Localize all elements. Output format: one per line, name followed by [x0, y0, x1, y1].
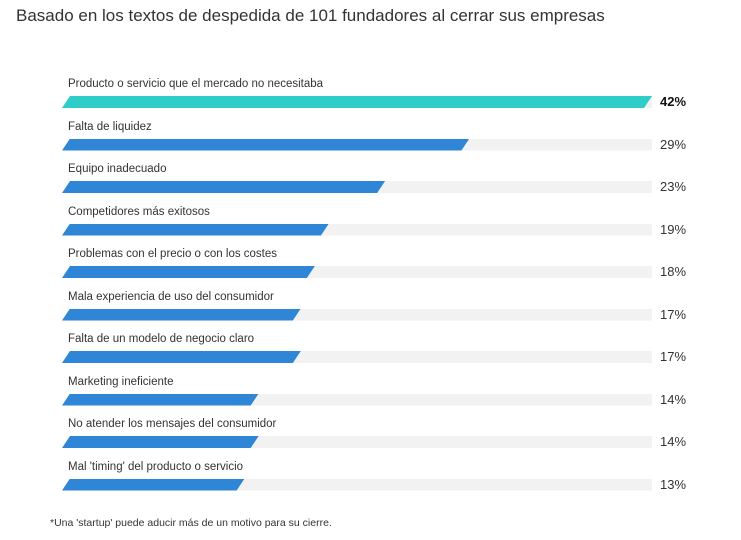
value-label: 42% [660, 94, 687, 109]
footnote: *Una 'startup' puede aducir más de un mo… [50, 517, 332, 529]
category-label: No atender los mensajes del consumidor [68, 418, 277, 430]
bar-row: No atender los mensajes del consumidor 14… [0, 418, 741, 460]
bar [62, 394, 259, 406]
category-label: Falta de liquidez [68, 120, 152, 133]
value-label: 19% [660, 221, 687, 237]
bar-row: Problemas con el precio o con los costes… [0, 248, 741, 290]
value-label: 23% [660, 179, 687, 194]
bar [62, 181, 385, 193]
category-label: Mal 'timing' del producto o servicio [68, 460, 244, 473]
bar [62, 309, 301, 321]
chart-subtitle: Basado en los textos de despedida de 101… [16, 6, 605, 25]
bar-row: Mal 'timing' del producto o servicio 13% [0, 461, 741, 503]
bar [62, 351, 301, 363]
bar-row: Competidores más exitosos 19% [0, 206, 741, 248]
bar [62, 479, 245, 491]
category-label: Problemas con el precio o con los costes [68, 248, 278, 260]
category-label: Producto o servicio que el mercado no ne… [68, 78, 324, 90]
bar-row: Producto o servicio que el mercado no ne… [0, 78, 741, 120]
category-label: Falta de un modelo de negocio claro [68, 333, 255, 345]
category-label: Marketing ineficiente [68, 375, 174, 388]
bar [62, 139, 469, 151]
bar-row: Falta de un modelo de negocio claro 17% [0, 333, 741, 375]
value-label: 14% [660, 434, 687, 449]
category-label: Mala experiencia de uso del consumidor [68, 290, 274, 303]
bar-row: Mala experiencia de uso del consumidor 17… [0, 291, 741, 333]
bar [62, 224, 329, 236]
value-label: 17% [660, 349, 687, 364]
bar [62, 436, 259, 448]
category-label: Equipo inadecuado [68, 163, 167, 175]
value-label: 13% [660, 476, 687, 492]
value-label: 14% [660, 391, 687, 407]
bar [62, 96, 652, 108]
value-label: 18% [660, 264, 687, 279]
bar-row: Falta de liquidez 29% [0, 121, 741, 163]
bar-row: Equipo inadecuado 23% [0, 163, 741, 205]
value-label: 29% [660, 136, 687, 152]
value-label: 17% [660, 306, 687, 322]
bar [62, 266, 315, 278]
bar-row: Marketing ineficiente 14% [0, 376, 741, 418]
category-label: Competidores más exitosos [68, 205, 210, 218]
